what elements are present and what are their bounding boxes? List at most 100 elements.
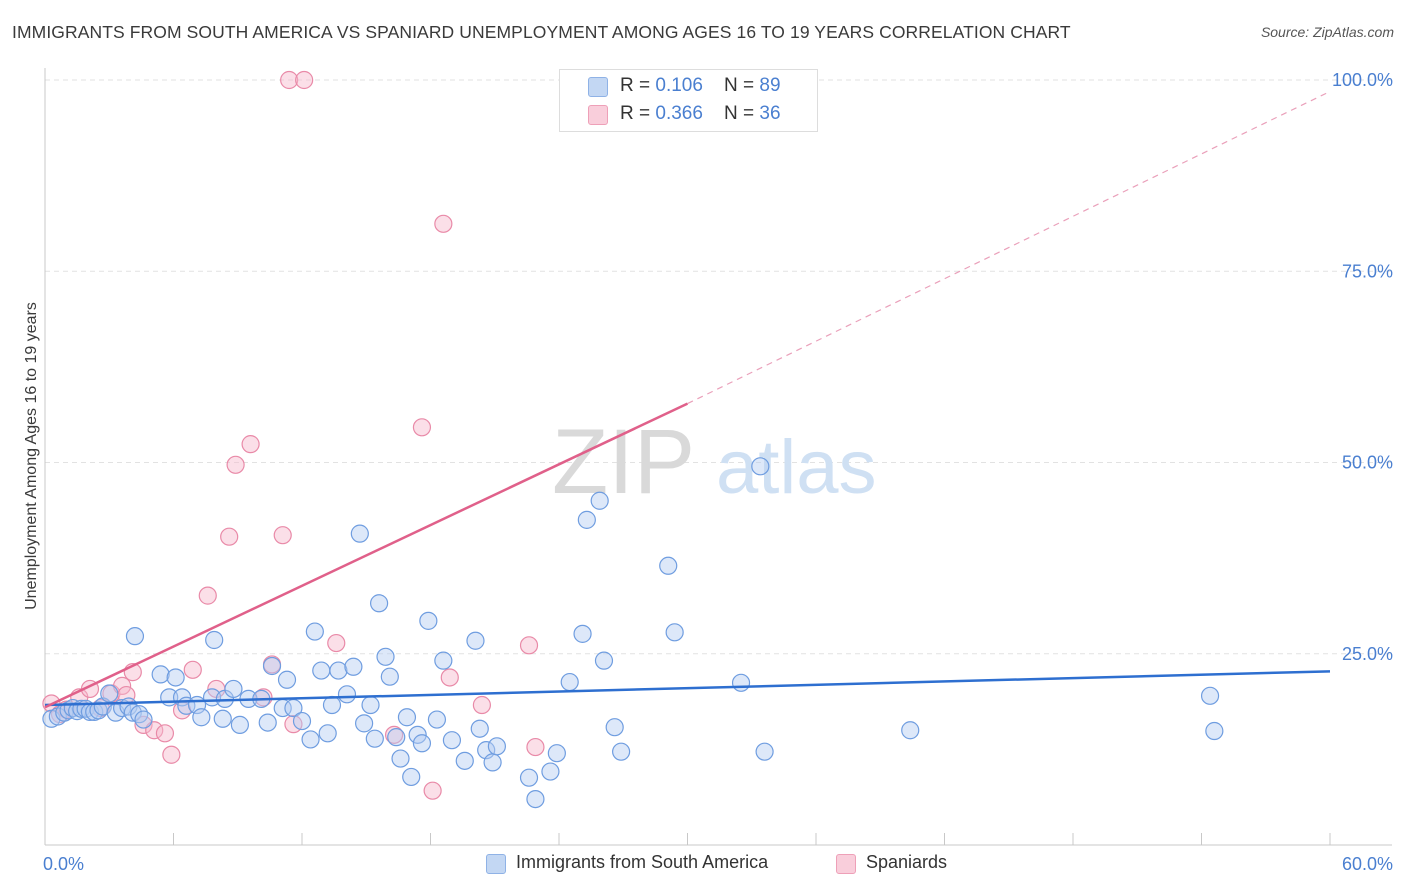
south-america-point-72 <box>519 768 539 787</box>
legend-r-value-1: 0.106 <box>655 75 703 96</box>
south-america-point-40 <box>292 711 312 731</box>
south-america-point-28 <box>205 630 224 650</box>
south-america-point-50 <box>355 714 374 733</box>
trend-lines <box>44 90 1331 709</box>
south-america-point-73 <box>526 789 545 809</box>
y-tick-label-3: 100.0% <box>1332 70 1393 90</box>
legend-swatch-pink <box>588 105 608 125</box>
spaniards-point-32 <box>440 668 459 687</box>
south-america-point-67 <box>466 631 485 650</box>
south-america-point-84 <box>665 623 684 642</box>
south-america-point-48 <box>344 657 363 676</box>
spaniards-point-11 <box>145 721 164 740</box>
spaniards-point-10 <box>134 715 153 734</box>
south-america-point-65 <box>442 731 462 750</box>
south-america-point-53 <box>370 594 389 613</box>
south-america-point-86 <box>751 457 770 476</box>
trend-line-spaniards-extension <box>687 90 1331 405</box>
south-america-point-87 <box>755 742 774 761</box>
watermark: ZIP atlas <box>552 411 877 513</box>
south-america-point-41 <box>301 730 320 749</box>
legend-label-south-america: Immigrants from South America <box>516 852 769 872</box>
south-america-point-71 <box>487 737 506 756</box>
legend-r-label-1: R = <box>620 75 656 96</box>
south-america-point-36 <box>262 656 282 676</box>
south-america-point-70 <box>483 753 502 772</box>
south-america-point-89 <box>1200 686 1220 705</box>
south-america-point-76 <box>560 672 579 692</box>
south-america-point-61 <box>412 734 432 753</box>
south-america-point-81 <box>605 718 624 737</box>
tick-labels: 25.0% 50.0% 75.0% 100.0% 0.0% 60.0% <box>43 70 1393 874</box>
spaniards-point-30 <box>423 781 442 800</box>
south-america-point-68 <box>470 719 489 738</box>
south-america-point-38 <box>277 670 297 689</box>
legend-n-value-2: 36 <box>759 103 781 124</box>
legend-swatch-south-america <box>486 854 506 874</box>
legend-n-value-1: 89 <box>759 75 781 96</box>
south-america-point-74 <box>541 762 560 781</box>
spaniards-points <box>42 70 545 800</box>
legend-n-label-2: N = <box>724 103 760 124</box>
legend-swatch-spaniards <box>836 854 856 874</box>
grid-lines <box>45 79 1392 655</box>
spaniards-point-28 <box>384 725 404 744</box>
legend-label-spaniards: Spaniards <box>866 852 948 872</box>
south-america-point-32 <box>230 715 249 734</box>
legend-text-series1: R = 0.106 N = 89 <box>620 75 781 97</box>
legend-text-series2: R = 0.366 N = 36 <box>620 103 781 125</box>
y-tick-label-2: 75.0% <box>1342 261 1393 281</box>
south-america-point-59 <box>402 767 421 787</box>
spaniards-point-23 <box>273 526 292 545</box>
south-america-point-82 <box>612 742 631 761</box>
spaniards-point-20 <box>241 435 260 454</box>
south-america-point-26 <box>192 708 211 727</box>
spaniards-point-27 <box>327 633 346 653</box>
spaniards-point-18 <box>220 527 239 546</box>
spaniards-point-19 <box>226 455 245 474</box>
south-america-point-80 <box>594 651 614 670</box>
south-america-point-44 <box>318 724 337 743</box>
south-america-point-58 <box>397 708 417 727</box>
y-tick-label-0: 25.0% <box>1342 644 1393 664</box>
legend-r-label-2: R = <box>620 103 656 124</box>
south-america-point-62 <box>419 611 438 630</box>
watermark-zip: ZIP <box>552 411 695 513</box>
south-america-point-22 <box>166 668 185 687</box>
legend-r-value-2: 0.366 <box>655 103 703 124</box>
south-america-point-88 <box>901 721 920 740</box>
south-america-point-66 <box>455 751 474 770</box>
spaniards-point-25 <box>280 70 299 90</box>
trend-line-spaniards <box>44 402 689 709</box>
south-america-point-29 <box>213 709 232 728</box>
spaniards-point-29 <box>412 418 432 437</box>
south-america-point-64 <box>434 651 453 670</box>
south-america-point-20 <box>151 665 170 684</box>
spaniards-point-16 <box>198 586 217 605</box>
south-america-point-47 <box>337 685 357 704</box>
south-america-point-49 <box>350 524 369 543</box>
south-america-point-51 <box>361 695 380 715</box>
south-america-point-12 <box>100 684 119 703</box>
trend-line-south-america <box>44 670 1331 707</box>
south-america-point-79 <box>590 491 609 510</box>
spaniards-point-31 <box>434 214 453 233</box>
south-america-point-43 <box>312 661 331 680</box>
spaniards-point-26 <box>295 70 314 90</box>
south-america-point-17 <box>125 627 145 646</box>
x-tick-label-1: 60.0% <box>1342 854 1393 874</box>
y-tick-label-1: 50.0% <box>1342 453 1393 473</box>
south-america-point-16 <box>123 703 142 722</box>
south-america-point-35 <box>258 713 277 732</box>
series-legend: Immigrants from South America Spaniards <box>0 852 1406 876</box>
south-america-point-63 <box>427 710 447 729</box>
south-america-point-46 <box>329 661 348 680</box>
south-america-point-31 <box>224 679 243 699</box>
south-america-point-83 <box>659 556 678 575</box>
axes <box>44 68 1392 846</box>
source-label: Source: ZipAtlas.com <box>1260 24 1394 40</box>
south-america-point-78 <box>577 510 596 529</box>
south-america-point-52 <box>365 729 384 748</box>
south-america-point-56 <box>387 728 406 747</box>
